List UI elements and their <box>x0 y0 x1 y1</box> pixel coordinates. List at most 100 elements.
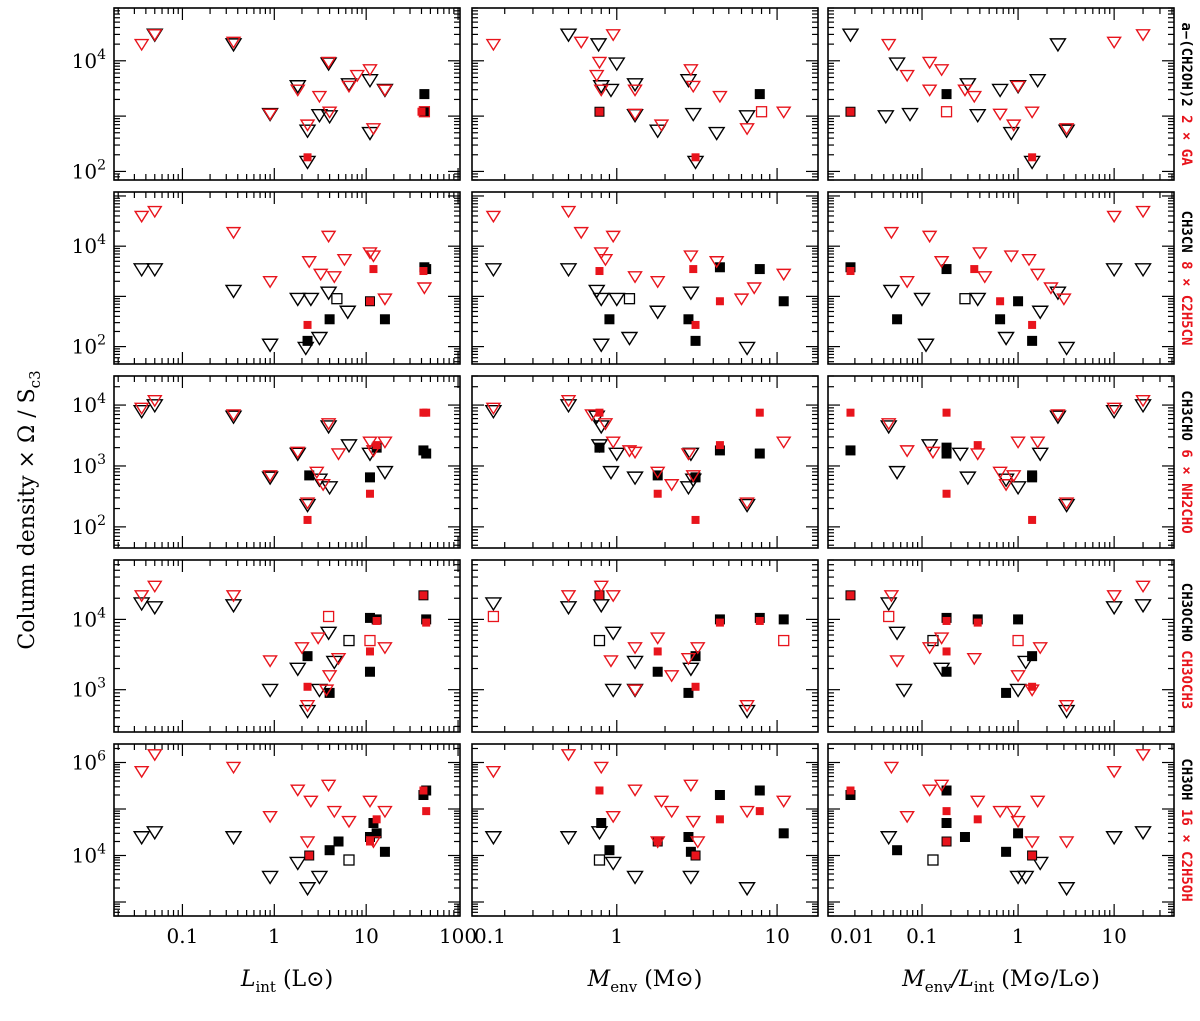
upper-limit-marker <box>299 836 316 849</box>
panel-r1-c1 <box>471 191 819 365</box>
upper-limit-marker <box>588 69 605 83</box>
upper-limit-marker <box>682 286 700 301</box>
upper-limit-marker <box>310 870 329 885</box>
upper-limit-marker <box>653 795 670 808</box>
tentative-marker <box>959 293 971 305</box>
detection-marker <box>419 786 428 795</box>
detection-marker <box>714 790 725 801</box>
upper-limit-marker <box>1031 447 1049 462</box>
upper-limit-marker <box>1016 655 1035 670</box>
upper-limit-marker <box>147 749 163 762</box>
upper-limit-marker <box>1009 481 1027 496</box>
upper-limit-marker <box>969 795 986 808</box>
upper-limit-marker <box>310 331 329 346</box>
upper-limit-marker <box>604 856 622 871</box>
detection-marker <box>755 616 764 625</box>
upper-limit-marker <box>627 684 643 697</box>
upper-limit-marker <box>261 683 279 698</box>
upper-limit-marker <box>485 765 502 779</box>
upper-limit-marker <box>225 226 242 240</box>
upper-limit-marker <box>933 64 950 77</box>
y-tick-label: 102 <box>72 513 106 539</box>
upper-limit-marker <box>365 250 382 263</box>
upper-limit-marker <box>1029 436 1046 449</box>
panel-grid: 102 104 a−(CH2OH)2 2 × GA 102 104 CH3CN 8 × C… <box>72 7 1194 996</box>
detection-marker <box>1027 335 1038 346</box>
upper-limit-marker <box>992 108 1008 121</box>
x-tick-label: 1 <box>610 924 623 948</box>
upper-limit-marker <box>685 80 702 94</box>
upper-limit-marker <box>310 108 329 124</box>
upper-limit-marker <box>977 271 993 284</box>
detection-marker <box>302 651 313 662</box>
upper-limit-marker <box>225 36 242 50</box>
upper-limit-marker <box>560 394 577 408</box>
panel-frame <box>827 191 1175 365</box>
upper-limit-marker <box>888 465 906 480</box>
tentative-marker <box>883 610 895 623</box>
upper-limit-marker <box>920 439 939 454</box>
upper-limit-marker <box>298 704 317 719</box>
upper-limit-marker <box>921 56 938 70</box>
detection-marker <box>302 335 313 346</box>
detection-marker <box>970 265 979 274</box>
upper-limit-marker <box>684 107 703 122</box>
upper-limit-marker <box>663 479 680 492</box>
upper-limit-marker <box>1049 38 1067 53</box>
detection-marker <box>324 687 335 698</box>
upper-limit-marker <box>320 779 337 793</box>
upper-limit-marker <box>1010 670 1026 683</box>
upper-limit-marker <box>739 700 755 713</box>
detection-marker <box>364 472 375 483</box>
upper-limit-marker <box>1134 263 1152 278</box>
tentative-marker <box>487 610 500 623</box>
upper-limit-marker <box>708 256 725 269</box>
upper-limit-marker <box>597 418 614 431</box>
upper-limit-marker <box>1135 205 1151 219</box>
tentative-marker <box>593 634 606 647</box>
upper-limit-marker <box>340 78 358 93</box>
upper-limit-marker <box>1106 765 1122 779</box>
detection-marker <box>942 408 951 417</box>
upper-limit-marker <box>146 826 164 841</box>
upper-limit-marker <box>1009 683 1027 698</box>
panel-frame <box>471 375 819 549</box>
detection-marker <box>973 815 982 824</box>
upper-limit-marker <box>484 263 503 278</box>
tentative-marker <box>1012 634 1024 647</box>
detection-marker <box>1027 651 1038 662</box>
upper-limit-marker <box>288 292 307 307</box>
upper-limit-marker <box>1010 80 1026 94</box>
detection-marker <box>422 807 431 816</box>
upper-limit-marker <box>377 436 393 449</box>
detection-marker <box>595 107 604 116</box>
upper-limit-marker <box>707 126 726 141</box>
upper-limit-marker <box>299 700 316 713</box>
upper-limit-marker <box>621 445 638 458</box>
detection-marker <box>1028 153 1037 162</box>
x-tick-label: 1 <box>268 924 281 948</box>
detection-marker <box>419 89 430 100</box>
upper-limit-marker <box>925 446 941 460</box>
upper-limit-marker <box>587 284 606 299</box>
detection-marker <box>683 831 694 842</box>
upper-limit-marker <box>1105 405 1123 420</box>
y-tick-label: 104 <box>72 47 106 73</box>
detection-marker <box>324 314 335 325</box>
detection-marker <box>1013 614 1024 625</box>
upper-limit-marker <box>627 84 643 97</box>
detection-marker <box>941 448 952 459</box>
upper-limit-marker <box>879 597 898 612</box>
upper-limit-marker <box>298 124 317 139</box>
upper-limit-marker <box>603 655 619 668</box>
panel-frame <box>471 743 819 917</box>
upper-limit-marker <box>133 210 150 224</box>
detection-marker <box>690 335 701 346</box>
upper-limit-marker <box>602 83 620 98</box>
detection-marker <box>1001 687 1012 698</box>
upper-limit-marker <box>309 466 325 480</box>
detection-marker <box>1028 682 1037 691</box>
detection-marker <box>1027 472 1038 483</box>
upper-limit-marker <box>416 282 433 295</box>
upper-limit-marker <box>294 642 310 655</box>
